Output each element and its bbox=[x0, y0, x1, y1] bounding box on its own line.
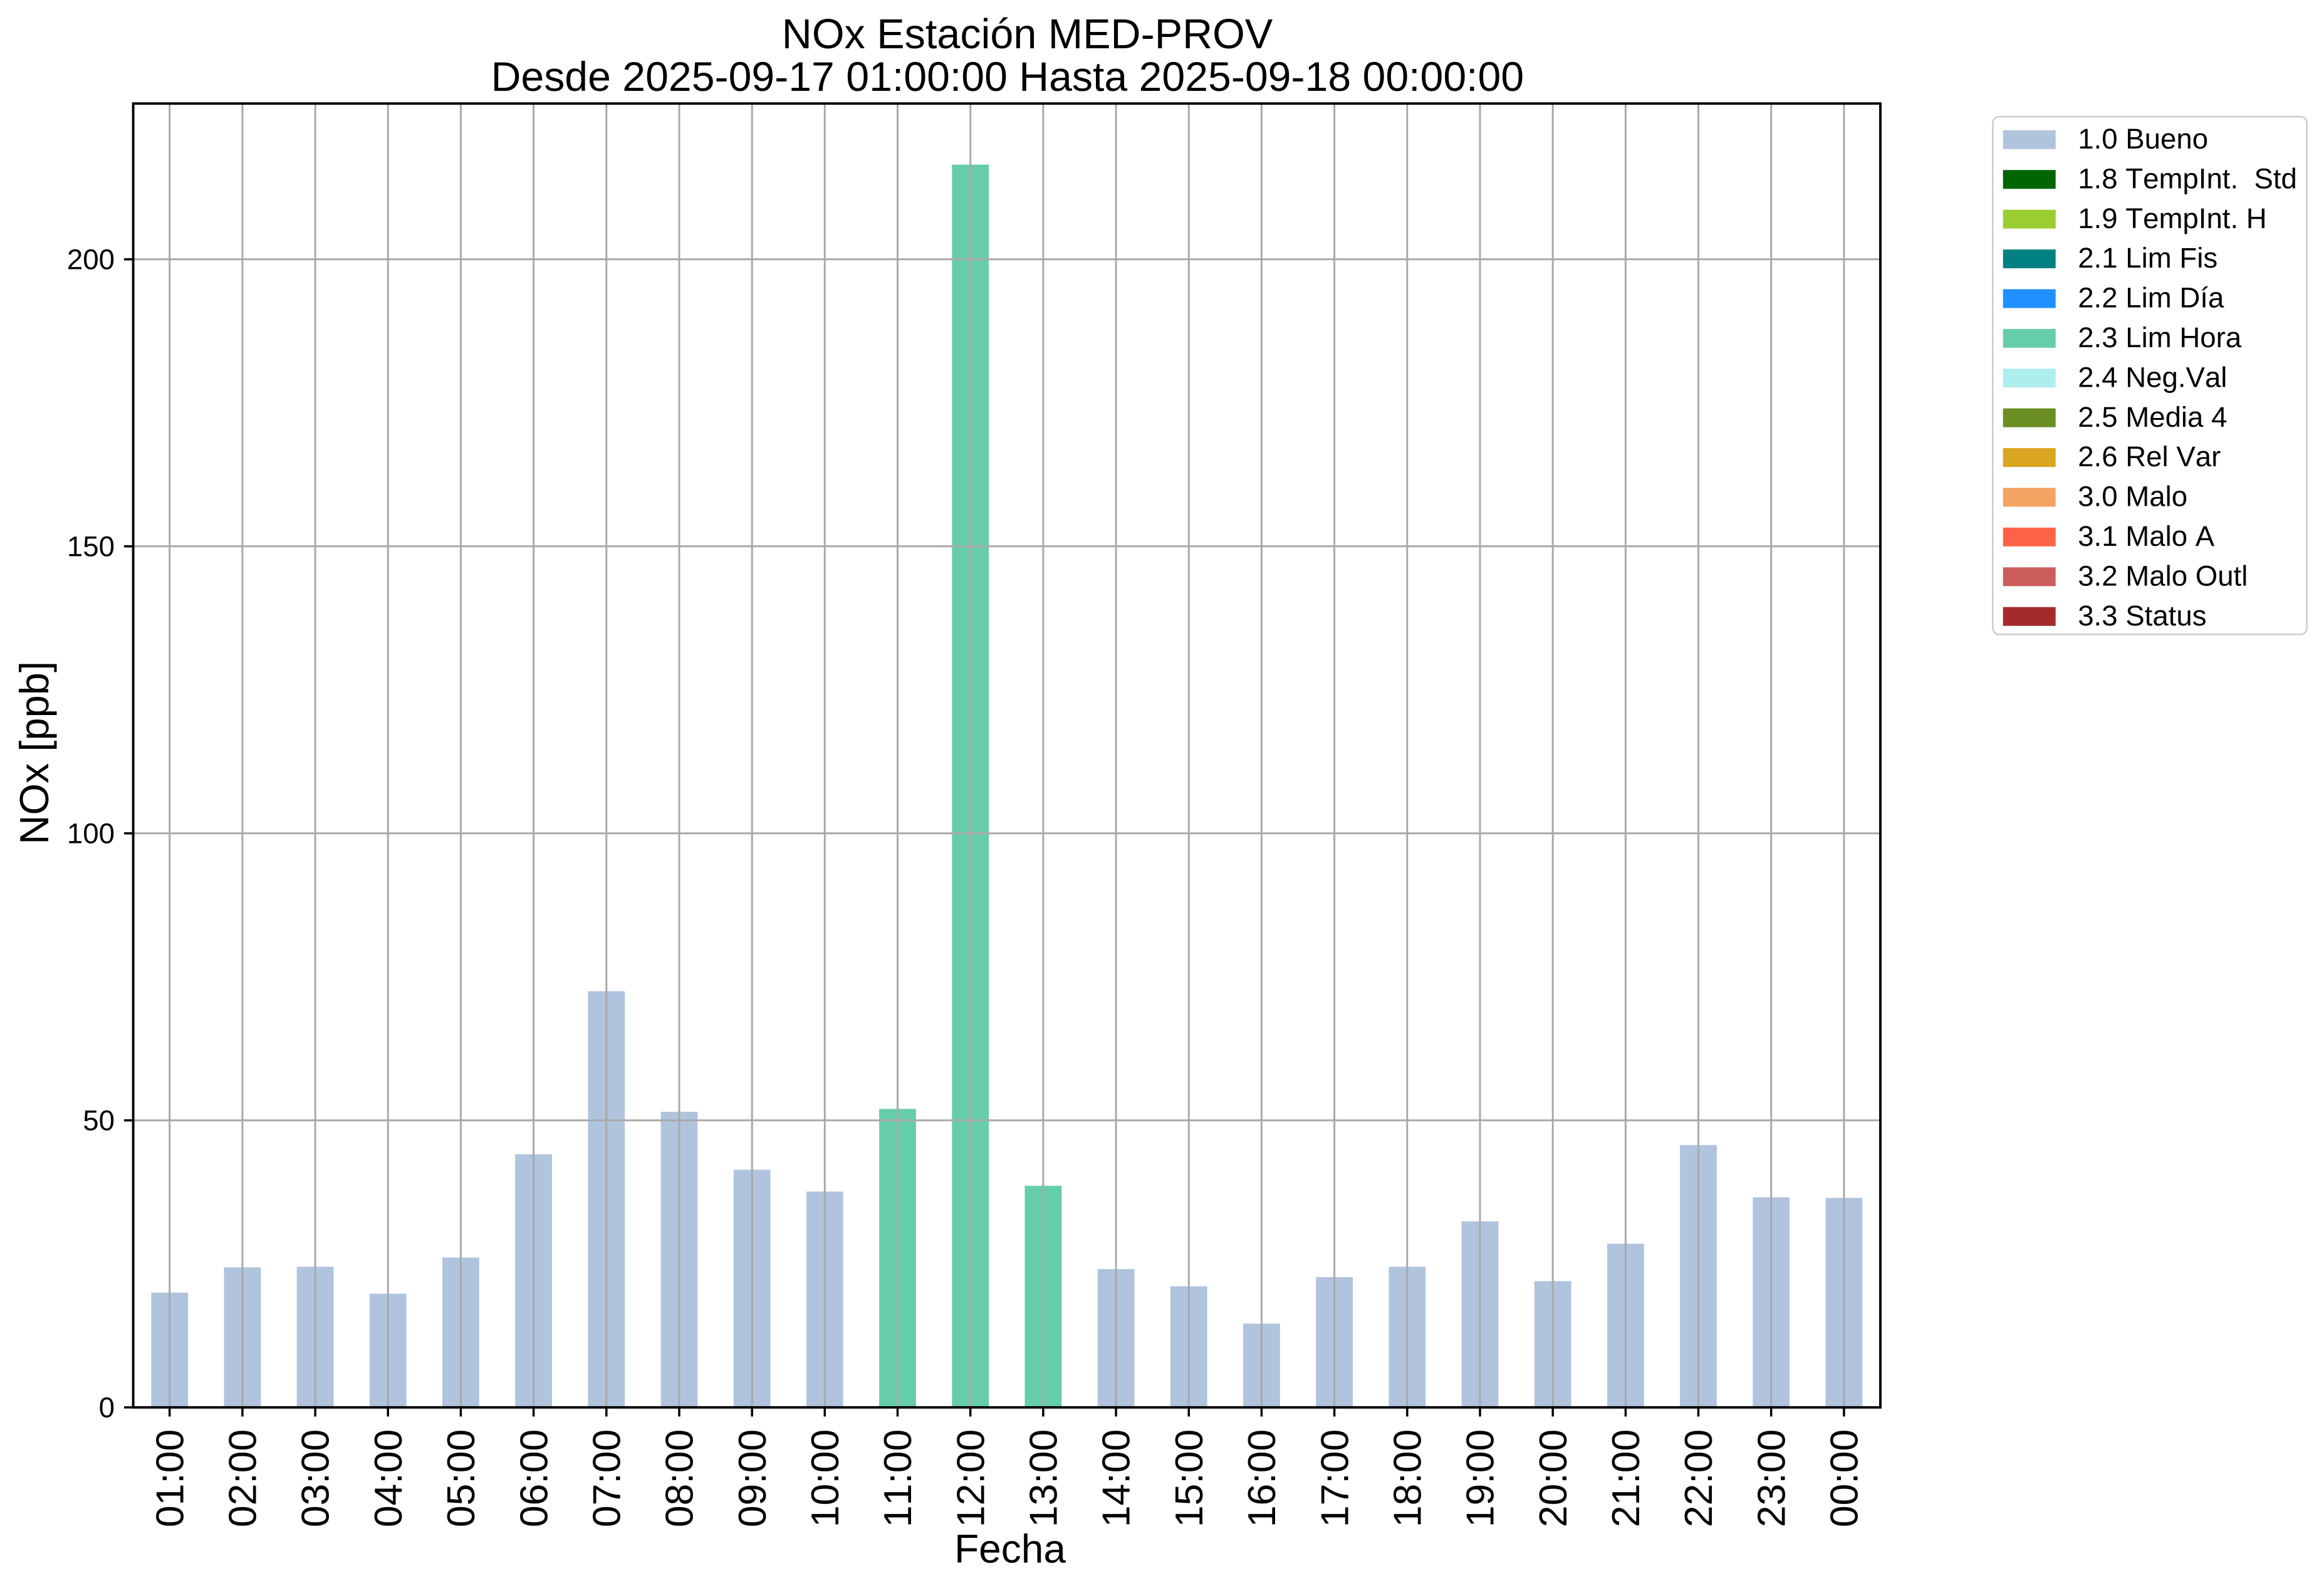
svg-text:NOx [ppb]: NOx [ppb] bbox=[11, 661, 57, 845]
svg-text:3.3 Status: 3.3 Status bbox=[2078, 600, 2206, 632]
svg-text:04:00: 04:00 bbox=[367, 1429, 410, 1527]
svg-text:1.9 TempInt. H: 1.9 TempInt. H bbox=[2078, 202, 2267, 234]
svg-text:Fecha: Fecha bbox=[954, 1526, 1066, 1571]
svg-text:2.4 Neg.Val: 2.4 Neg.Val bbox=[2078, 361, 2227, 393]
svg-text:3.2 Malo Outl: 3.2 Malo Outl bbox=[2078, 560, 2248, 592]
svg-text:100: 100 bbox=[67, 818, 115, 850]
svg-text:10:00: 10:00 bbox=[803, 1429, 847, 1527]
svg-text:2.6 Rel Var: 2.6 Rel Var bbox=[2078, 441, 2221, 473]
svg-text:06:00: 06:00 bbox=[512, 1429, 556, 1527]
svg-text:02:00: 02:00 bbox=[221, 1429, 265, 1527]
svg-text:2.3 Lim Hora: 2.3 Lim Hora bbox=[2078, 321, 2242, 353]
svg-text:3.0 Malo: 3.0 Malo bbox=[2078, 481, 2187, 513]
svg-text:17:00: 17:00 bbox=[1313, 1429, 1357, 1527]
svg-text:13:00: 13:00 bbox=[1022, 1429, 1066, 1527]
svg-text:21:00: 21:00 bbox=[1604, 1429, 1648, 1527]
svg-text:07:00: 07:00 bbox=[585, 1429, 628, 1527]
svg-text:Desde 2025-09-17 01:00:00 Hast: Desde 2025-09-17 01:00:00 Hasta 2025-09-… bbox=[491, 54, 1524, 100]
svg-text:200: 200 bbox=[67, 244, 115, 276]
svg-text:12:00: 12:00 bbox=[949, 1429, 993, 1527]
svg-text:3.1 Malo A: 3.1 Malo A bbox=[2078, 520, 2215, 552]
svg-text:0: 0 bbox=[99, 1392, 115, 1424]
svg-text:11:00: 11:00 bbox=[876, 1429, 920, 1527]
svg-text:03:00: 03:00 bbox=[294, 1429, 338, 1527]
svg-text:NOx Estación MED-PROV: NOx Estación MED-PROV bbox=[782, 11, 1273, 58]
svg-text:2.5 Media 4: 2.5 Media 4 bbox=[2078, 401, 2227, 433]
svg-text:2.1 Lim Fis: 2.1 Lim Fis bbox=[2078, 242, 2217, 274]
svg-text:22:00: 22:00 bbox=[1677, 1429, 1721, 1527]
svg-text:14:00: 14:00 bbox=[1095, 1429, 1139, 1527]
svg-text:01:00: 01:00 bbox=[148, 1429, 192, 1527]
svg-text:08:00: 08:00 bbox=[658, 1429, 702, 1527]
svg-text:05:00: 05:00 bbox=[439, 1429, 483, 1527]
svg-text:16:00: 16:00 bbox=[1240, 1429, 1284, 1527]
svg-text:2.2 Lim Día: 2.2 Lim Día bbox=[2078, 282, 2224, 314]
svg-text:19:00: 19:00 bbox=[1459, 1429, 1503, 1527]
svg-text:150: 150 bbox=[67, 531, 115, 563]
svg-text:18:00: 18:00 bbox=[1386, 1429, 1430, 1527]
svg-text:1.0 Bueno: 1.0 Bueno bbox=[2078, 123, 2208, 155]
svg-text:20:00: 20:00 bbox=[1531, 1429, 1575, 1527]
svg-text:1.8 TempInt. Std: 1.8 TempInt. Std bbox=[2078, 162, 2297, 194]
svg-text:09:00: 09:00 bbox=[731, 1429, 774, 1527]
svg-text:15:00: 15:00 bbox=[1167, 1429, 1211, 1527]
svg-text:00:00: 00:00 bbox=[1823, 1429, 1867, 1527]
svg-text:23:00: 23:00 bbox=[1749, 1429, 1793, 1527]
svg-text:50: 50 bbox=[83, 1105, 115, 1137]
